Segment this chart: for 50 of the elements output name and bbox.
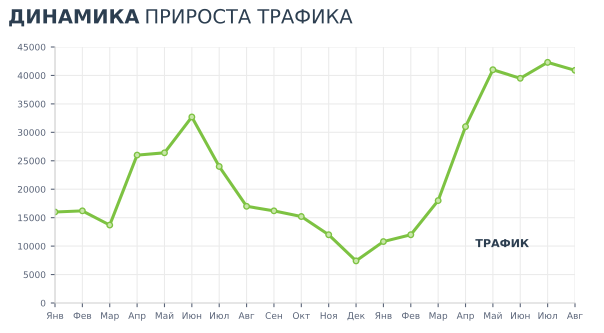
point [188, 114, 196, 120]
point [161, 149, 168, 156]
x-tick-label: Мар [430, 312, 448, 321]
y-tick-label: 30000 [18, 129, 46, 136]
point [352, 257, 360, 264]
point [134, 152, 141, 159]
x-tick-label: Фев [74, 312, 92, 320]
point [516, 74, 524, 82]
x-tick-label: Ноя [320, 312, 337, 320]
point [544, 58, 552, 66]
y-tick-label: 20000 [18, 186, 46, 193]
point [407, 231, 414, 238]
x-tick-label: Дек [347, 312, 365, 320]
x-tick-label: Авг [566, 312, 583, 319]
x-tick-label: Авг [238, 312, 254, 319]
point [325, 231, 332, 238]
point [434, 197, 442, 204]
point [380, 238, 387, 246]
x-tick-label: Сен [266, 312, 282, 320]
y-tick-label: 0 [40, 300, 46, 307]
x-tick-label: Мар [101, 312, 119, 321]
x-tick-label: Янв [46, 312, 64, 319]
point [462, 123, 469, 130]
x-tick-label: Май [484, 312, 502, 320]
x-tick-label: Янв [375, 312, 392, 319]
x-tick-label: Фев [402, 312, 420, 320]
x-tick-label: Июн [182, 312, 202, 320]
text: ТРАФИК [475, 239, 529, 248]
y-tick-label: 35000 [18, 100, 46, 108]
point [78, 207, 86, 214]
x-tick-label: Апр [128, 312, 146, 321]
point [216, 162, 223, 170]
point [489, 66, 496, 74]
y-tick-label: 15000 [18, 214, 46, 222]
y-tick-label: 45000 [18, 44, 46, 51]
y-tick-label: 40000 [18, 72, 46, 80]
x-tick-label: Июл [538, 312, 557, 320]
point [243, 202, 250, 210]
y-tick-label: 5000 [24, 271, 46, 278]
x-tick-label: Июн [511, 312, 530, 320]
x-tick-label: Июл [210, 312, 229, 320]
chart-title: ДИНАМИКА ПРИРОСТА ТРАФИКА [9, 8, 352, 26]
point [270, 207, 278, 214]
x-tick-label: Апр [456, 312, 474, 321]
y-tick-label: 25000 [18, 158, 46, 164]
x-tick-label: Окт [292, 312, 310, 320]
y-tick-label: 10000 [18, 242, 46, 250]
point [106, 222, 114, 229]
x-tick-label: Май [156, 312, 174, 320]
point [298, 213, 305, 220]
